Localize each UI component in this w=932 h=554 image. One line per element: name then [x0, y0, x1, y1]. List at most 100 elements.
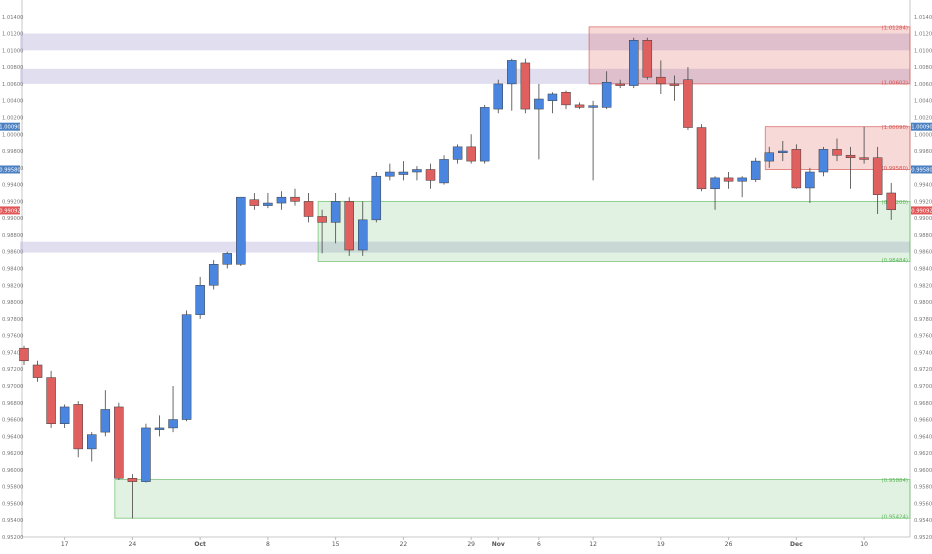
- y-tick-label-left: 0.97400: [2, 350, 23, 356]
- candle-body-bullish: [412, 169, 422, 173]
- x-tick-label: Nov: [492, 541, 505, 548]
- price-label-left: 1.00090: [0, 125, 21, 131]
- candle: [642, 37, 653, 80]
- candle-body-bullish: [181, 314, 192, 420]
- candle-body-bullish: [507, 60, 517, 85]
- y-tick-label-left: 0.98200: [2, 283, 23, 289]
- candle-body-bearish: [723, 177, 734, 182]
- candle: [832, 138, 842, 162]
- candle: [249, 192, 260, 210]
- demand-zone: [317, 200, 911, 262]
- y-tick-label-left: 0.96400: [2, 434, 23, 440]
- y-tick-label-right: 0.98200: [914, 283, 932, 289]
- y-tick-label-right: 1.01000: [914, 48, 932, 54]
- candle-body-bullish: [141, 427, 151, 482]
- candle-body-bullish: [358, 219, 368, 251]
- candle-body-bearish: [642, 40, 653, 78]
- y-tick-label-right: 0.97400: [914, 350, 932, 356]
- y-tick-label-right: 0.95400: [914, 518, 932, 524]
- candle-body-bearish: [859, 157, 869, 160]
- zone-bottom-label: (0.95424): [882, 515, 909, 521]
- x-tick-label: 22: [400, 541, 408, 548]
- candle-body-bullish: [764, 152, 774, 162]
- candle-body-bearish: [561, 92, 571, 106]
- y-tick-label-right: 0.96400: [914, 434, 932, 440]
- candle: [358, 201, 368, 256]
- candle: [601, 71, 612, 110]
- candle: [303, 192, 314, 223]
- y-tick-label-left: 1.01000: [2, 48, 23, 54]
- candle-body-bullish: [493, 83, 503, 110]
- zone-top-label: (0.95884): [882, 478, 909, 484]
- candle: [32, 360, 43, 382]
- candle: [46, 370, 56, 428]
- y-tick-label-left: 0.98400: [2, 267, 23, 273]
- candle: [263, 192, 273, 209]
- y-tick-label-right: 0.99000: [914, 216, 932, 222]
- x-tick-label: 12: [589, 541, 597, 548]
- y-tick-label-right: 0.98800: [914, 233, 932, 239]
- x-tick-label: 15: [332, 541, 340, 548]
- candle-body-bearish: [19, 347, 29, 362]
- y-tick-label-left: 0.97800: [2, 317, 23, 323]
- x-tick-label: 24: [129, 541, 137, 548]
- candle-body-bearish: [696, 127, 707, 190]
- zone-bottom-label: (0.99580): [882, 166, 909, 172]
- candle: [737, 176, 747, 198]
- candle: [141, 423, 151, 483]
- candle: [452, 144, 463, 164]
- candle: [615, 79, 625, 89]
- y-tick-label-right: 1.01400: [914, 15, 932, 21]
- candle-body-bullish: [452, 146, 463, 160]
- price-label-right-box: [911, 206, 932, 215]
- candle-body-bullish: [330, 201, 341, 223]
- candle: [574, 102, 585, 110]
- y-tick-label-right: 0.97800: [914, 317, 932, 323]
- y-tick-label-left: 0.99400: [2, 183, 23, 189]
- candle: [290, 188, 300, 206]
- y-tick-label-right: 0.95800: [914, 485, 932, 491]
- zone-bottom-label: (1.00602): [882, 80, 909, 86]
- candle: [100, 390, 111, 437]
- y-tick-label-right: 0.95200: [914, 535, 932, 541]
- candle: [195, 276, 205, 319]
- y-tick-label-right: 0.96200: [914, 451, 932, 457]
- candle-body-bullish: [805, 171, 815, 189]
- candle-body-bearish: [46, 377, 56, 424]
- candle: [872, 146, 883, 214]
- candle-body-bearish: [344, 201, 354, 251]
- candle: [683, 67, 693, 131]
- y-tick-label-right: 0.98600: [914, 250, 932, 256]
- price-label-right: 1.00090: [911, 125, 932, 131]
- candle-body-bearish: [425, 169, 436, 181]
- y-tick-label-left: 1.01200: [2, 32, 23, 38]
- candle: [588, 100, 598, 181]
- candle: [425, 163, 436, 189]
- y-tick-label-right: 0.96800: [914, 401, 932, 407]
- candle-body-bearish: [886, 192, 896, 211]
- candle: [507, 58, 517, 111]
- candle: [723, 172, 734, 189]
- candle: [222, 251, 232, 269]
- x-tick-label: 29: [467, 541, 475, 548]
- y-tick-label-right: 0.97200: [914, 367, 932, 373]
- y-tick-label-left: 0.96200: [2, 451, 23, 457]
- candle: [547, 92, 558, 114]
- price-label-left-box: [0, 122, 20, 131]
- candle: [561, 90, 571, 110]
- candle-body-bullish: [629, 40, 639, 86]
- y-tick-label-left: 0.97200: [2, 367, 23, 373]
- y-tick-label-right: 1.00200: [914, 115, 932, 121]
- candle: [696, 124, 707, 192]
- y-tick-label-right: 1.00800: [914, 65, 932, 71]
- y-tick-label-left: 0.95200: [2, 535, 23, 541]
- candle-body-bearish: [32, 364, 43, 378]
- candle-body-bullish: [398, 171, 409, 175]
- supply-zone: [764, 126, 911, 170]
- candle-body-bearish: [832, 149, 842, 156]
- y-tick-label-right: 0.99800: [914, 149, 932, 155]
- demand-zone: [114, 479, 911, 519]
- candle-body-bullish: [778, 150, 788, 153]
- candle: [114, 402, 124, 480]
